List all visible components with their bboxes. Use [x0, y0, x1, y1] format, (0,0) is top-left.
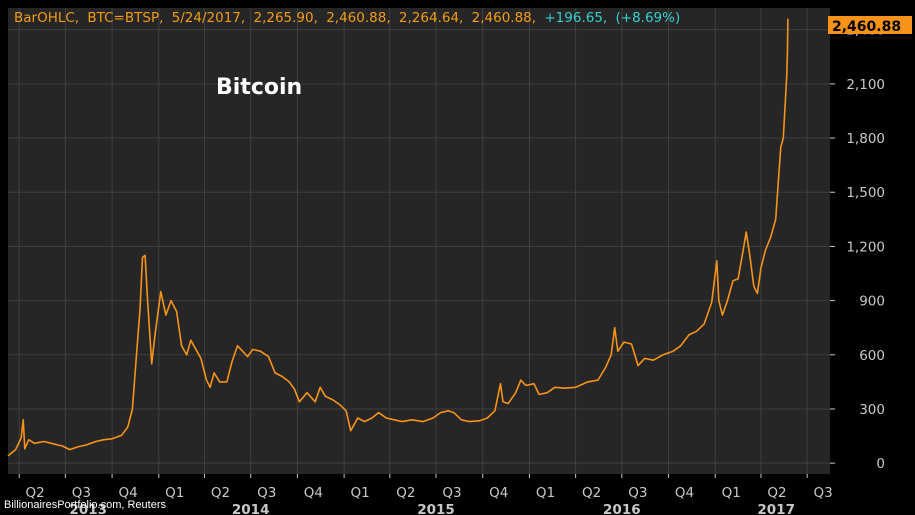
x-tick-label: Q4 [675, 485, 694, 501]
year-label: 2016 [603, 502, 641, 515]
x-tick-label: Q3 [628, 485, 647, 501]
x-tick-label: Q2 [767, 485, 786, 501]
year-label: 2017 [757, 502, 795, 515]
y-tick-label: 1,500 [846, 185, 885, 201]
x-tick-label: Q2 [582, 485, 601, 501]
x-tick-label: Q2 [396, 485, 415, 501]
header-change-pct: (+8.69%) [616, 10, 681, 26]
header-symbol: BTC=BTSP, [87, 10, 163, 26]
y-tick-label: 2,100 [846, 77, 885, 93]
y-tick-label: 300 [859, 402, 885, 418]
year-label: 2014 [232, 502, 270, 515]
x-tick-label: Q3 [442, 485, 461, 501]
y-tick-label: 600 [859, 348, 885, 364]
x-tick-label: Q4 [118, 485, 137, 501]
header-close: 2,460.88, [472, 10, 536, 26]
x-tick-label: Q3 [257, 485, 276, 501]
x-tick-label: Q2 [26, 485, 45, 501]
header-low: 2,264.64, [399, 10, 463, 26]
source-credit: BillionairesPortfolio.com, Reuters [4, 499, 167, 511]
x-tick-label: Q3 [72, 485, 91, 501]
header-high: 2,460.88, [326, 10, 390, 26]
header-open: 2,265.90, [253, 10, 317, 26]
header-change: +196.65, [544, 10, 607, 26]
x-tick-label: Q1 [165, 485, 184, 501]
y-tick-label: 0 [876, 456, 885, 472]
last-price-label: 2,460.88 [832, 19, 901, 35]
x-tick-label: Q1 [536, 485, 555, 501]
x-tick-label: Q4 [489, 485, 508, 501]
year-label: 2013 [69, 502, 107, 515]
x-tick-label: Q1 [722, 485, 741, 501]
chart-title: Bitcoin [216, 75, 302, 100]
grid-lines [8, 8, 830, 474]
y-tick-label: 1,200 [846, 239, 885, 255]
header-study: BarOHLC, [14, 10, 79, 26]
ohlc-header: BarOHLC, BTC=BTSP, 5/24/2017, 2,265.90, … [14, 10, 680, 26]
price-line [7, 18, 789, 457]
x-tick-label: Q1 [351, 485, 370, 501]
last-price-badge [828, 16, 912, 34]
x-tick-label: Q4 [304, 485, 323, 501]
y-tick-label: 900 [859, 294, 885, 310]
year-label: 2015 [417, 502, 455, 515]
y-tick-label: 1,800 [846, 131, 885, 147]
plot-area [8, 8, 830, 474]
year-labels: 2013 2014 2015 2016 2017 [69, 502, 795, 515]
x-axis: Q2 Q3 Q4 Q1 Q2 Q3 Q4 Q1 Q2 Q3 Q4 Q1 Q2 Q3 Q4 Q1 Q2 Q3 [18, 474, 833, 501]
header-date: 5/24/2017, [172, 10, 246, 26]
x-tick-label: Q3 [814, 485, 833, 501]
x-tick-label: Q2 [211, 485, 230, 501]
